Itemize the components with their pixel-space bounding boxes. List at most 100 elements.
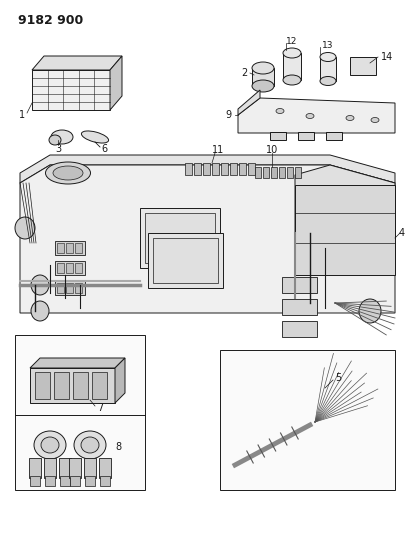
Ellipse shape (31, 275, 49, 295)
Polygon shape (238, 90, 260, 115)
Ellipse shape (252, 80, 274, 92)
Text: 12: 12 (286, 36, 298, 45)
Ellipse shape (51, 130, 73, 144)
Text: 13: 13 (322, 41, 334, 50)
Bar (282, 321, 317, 337)
Bar (44, 458, 56, 478)
Text: 9182 900: 9182 900 (18, 14, 83, 27)
Polygon shape (295, 165, 395, 275)
Text: 4: 4 (399, 228, 405, 238)
Bar (148, 233, 223, 288)
Bar (84, 458, 96, 478)
Bar (92, 372, 107, 399)
Ellipse shape (34, 431, 66, 459)
Bar (57, 283, 64, 293)
Ellipse shape (276, 109, 284, 114)
Ellipse shape (15, 217, 35, 239)
Polygon shape (20, 155, 395, 183)
Bar (35, 372, 50, 399)
Ellipse shape (46, 162, 90, 184)
Bar (212, 163, 219, 175)
Bar (69, 458, 81, 478)
Text: 11: 11 (212, 145, 224, 155)
Bar (73, 372, 88, 399)
Bar (153, 238, 218, 283)
Bar (66, 263, 73, 273)
Ellipse shape (320, 52, 336, 61)
Bar (30, 368, 115, 403)
Bar (220, 350, 395, 490)
Bar (59, 458, 71, 478)
Ellipse shape (53, 166, 83, 180)
Bar (15, 335, 145, 490)
Text: 5: 5 (335, 373, 341, 383)
Bar (57, 243, 64, 253)
Ellipse shape (81, 437, 99, 453)
Bar (85, 476, 95, 486)
Bar (99, 458, 111, 478)
Ellipse shape (49, 135, 61, 145)
Bar (75, 243, 82, 253)
Bar (54, 372, 69, 399)
Text: 2: 2 (241, 68, 247, 78)
Bar (248, 163, 255, 175)
Text: 9: 9 (225, 110, 231, 120)
Bar (271, 167, 277, 178)
Polygon shape (20, 165, 395, 313)
Polygon shape (32, 56, 122, 70)
Polygon shape (110, 56, 122, 110)
Text: 7: 7 (97, 403, 103, 413)
Ellipse shape (359, 299, 381, 323)
Ellipse shape (320, 77, 336, 85)
Bar (55, 241, 85, 255)
Text: 10: 10 (266, 145, 278, 155)
Bar (66, 243, 73, 253)
Polygon shape (238, 98, 395, 133)
Text: 6: 6 (101, 144, 107, 154)
Bar (283, 53, 301, 80)
Bar (55, 281, 85, 295)
Bar (350, 57, 376, 75)
Polygon shape (115, 358, 125, 403)
Ellipse shape (371, 117, 379, 123)
Ellipse shape (74, 431, 106, 459)
Bar (185, 163, 192, 175)
Bar (100, 476, 110, 486)
Bar (30, 476, 40, 486)
Bar (255, 167, 261, 178)
Ellipse shape (252, 62, 274, 74)
Text: 1: 1 (19, 110, 25, 120)
Bar (32, 70, 110, 110)
Ellipse shape (31, 301, 49, 321)
Bar (60, 476, 70, 486)
Bar (295, 167, 301, 178)
Ellipse shape (81, 131, 109, 143)
Bar (282, 299, 317, 315)
Bar (326, 132, 342, 140)
Polygon shape (30, 358, 125, 368)
Bar (320, 57, 336, 81)
Bar (203, 163, 210, 175)
Bar (282, 277, 317, 293)
Bar (140, 208, 220, 268)
Bar (221, 163, 228, 175)
Bar (57, 263, 64, 273)
Ellipse shape (41, 437, 59, 453)
Text: 3: 3 (55, 144, 61, 154)
Bar (45, 476, 55, 486)
Bar (252, 68, 274, 86)
Bar (263, 167, 269, 178)
Bar (279, 167, 285, 178)
Ellipse shape (306, 114, 314, 118)
Bar (194, 163, 201, 175)
Bar (55, 261, 85, 275)
Bar (66, 283, 73, 293)
Text: 14: 14 (381, 52, 393, 62)
Ellipse shape (346, 116, 354, 120)
Ellipse shape (283, 75, 301, 85)
Bar (298, 132, 314, 140)
Bar (270, 132, 286, 140)
Bar (239, 163, 246, 175)
Text: 8: 8 (115, 442, 121, 452)
Bar (75, 283, 82, 293)
